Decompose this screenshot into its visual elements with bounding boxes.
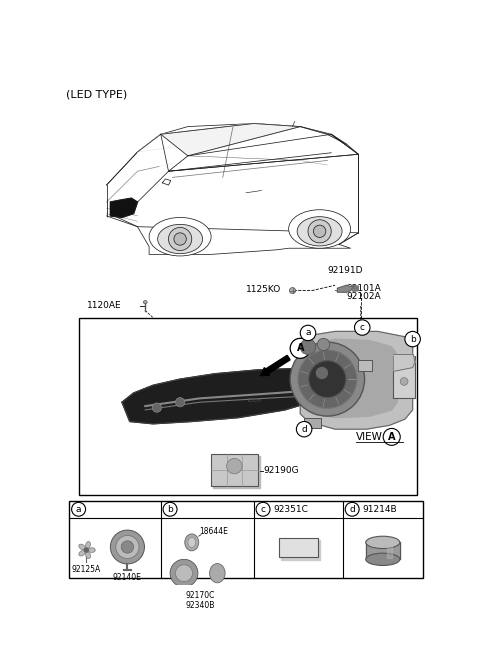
Text: 92191D: 92191D — [327, 266, 363, 275]
Text: A: A — [388, 432, 396, 442]
Circle shape — [290, 342, 365, 416]
Circle shape — [176, 565, 192, 581]
Ellipse shape — [79, 551, 85, 556]
Text: a: a — [305, 328, 311, 338]
Circle shape — [383, 428, 400, 445]
Text: 1120AE: 1120AE — [87, 302, 122, 311]
Polygon shape — [300, 127, 347, 145]
Text: 92102A: 92102A — [347, 292, 382, 302]
Ellipse shape — [79, 544, 85, 550]
Ellipse shape — [366, 536, 400, 549]
Polygon shape — [337, 285, 355, 292]
Bar — [279, 538, 318, 557]
Circle shape — [163, 503, 177, 516]
Text: 92125A: 92125A — [72, 566, 101, 574]
Circle shape — [152, 403, 162, 412]
Circle shape — [176, 397, 185, 407]
Circle shape — [289, 288, 296, 294]
Text: 1125KO: 1125KO — [246, 284, 281, 294]
Ellipse shape — [188, 537, 196, 547]
Polygon shape — [306, 339, 397, 418]
Circle shape — [298, 350, 357, 409]
Ellipse shape — [297, 217, 342, 246]
Circle shape — [116, 535, 139, 558]
Ellipse shape — [144, 301, 147, 304]
Text: A: A — [297, 344, 304, 353]
Ellipse shape — [88, 548, 95, 553]
Circle shape — [227, 459, 242, 474]
Text: a: a — [76, 505, 81, 514]
Text: 92140E: 92140E — [113, 573, 142, 582]
Text: 92190G: 92190G — [263, 466, 299, 475]
Polygon shape — [137, 134, 188, 171]
Polygon shape — [204, 375, 246, 398]
Circle shape — [170, 559, 198, 587]
Text: d: d — [301, 424, 307, 434]
Circle shape — [84, 548, 89, 553]
Bar — [359, 360, 372, 371]
Circle shape — [168, 227, 192, 250]
Circle shape — [174, 233, 186, 245]
Circle shape — [296, 422, 312, 437]
Circle shape — [256, 503, 270, 516]
Circle shape — [300, 325, 316, 340]
Ellipse shape — [210, 564, 225, 583]
Text: 92101A: 92101A — [347, 284, 382, 293]
Text: TECH: TECH — [246, 398, 261, 403]
Bar — [393, 356, 415, 398]
Text: 18644E: 18644E — [200, 527, 228, 536]
Text: b: b — [167, 505, 173, 514]
Circle shape — [400, 378, 408, 385]
Ellipse shape — [366, 553, 400, 566]
Polygon shape — [110, 198, 137, 217]
Circle shape — [121, 541, 133, 553]
Polygon shape — [122, 367, 362, 424]
Text: (LED TYPE): (LED TYPE) — [66, 89, 128, 100]
Bar — [211, 454, 258, 486]
Bar — [79, 317, 417, 495]
Text: 91214B: 91214B — [362, 505, 397, 514]
Text: VIEW: VIEW — [356, 432, 383, 442]
Circle shape — [308, 219, 331, 243]
FancyArrow shape — [261, 355, 290, 376]
Text: b: b — [410, 334, 416, 344]
Polygon shape — [281, 541, 320, 560]
Circle shape — [309, 361, 346, 397]
Circle shape — [290, 338, 311, 358]
Circle shape — [110, 530, 144, 564]
Circle shape — [355, 320, 370, 335]
Text: d: d — [349, 505, 355, 514]
Ellipse shape — [157, 225, 203, 254]
Polygon shape — [214, 456, 260, 489]
Text: c: c — [261, 505, 265, 514]
Polygon shape — [161, 124, 300, 156]
Ellipse shape — [185, 534, 199, 551]
Circle shape — [405, 331, 420, 347]
Bar — [69, 501, 423, 578]
Bar — [304, 418, 321, 428]
Polygon shape — [393, 355, 415, 371]
Circle shape — [316, 367, 328, 379]
Text: 92351C: 92351C — [273, 505, 308, 514]
Circle shape — [72, 503, 85, 516]
Ellipse shape — [288, 210, 350, 248]
Circle shape — [313, 225, 326, 237]
Circle shape — [345, 503, 359, 516]
Ellipse shape — [149, 217, 211, 256]
Ellipse shape — [85, 541, 91, 549]
Polygon shape — [366, 543, 400, 559]
Text: c: c — [360, 323, 365, 332]
Polygon shape — [300, 331, 413, 429]
Polygon shape — [387, 544, 392, 558]
Circle shape — [300, 339, 316, 355]
Polygon shape — [353, 286, 359, 291]
Circle shape — [317, 338, 330, 351]
Text: 92170C
92340B: 92170C 92340B — [186, 591, 215, 610]
Ellipse shape — [85, 552, 91, 558]
